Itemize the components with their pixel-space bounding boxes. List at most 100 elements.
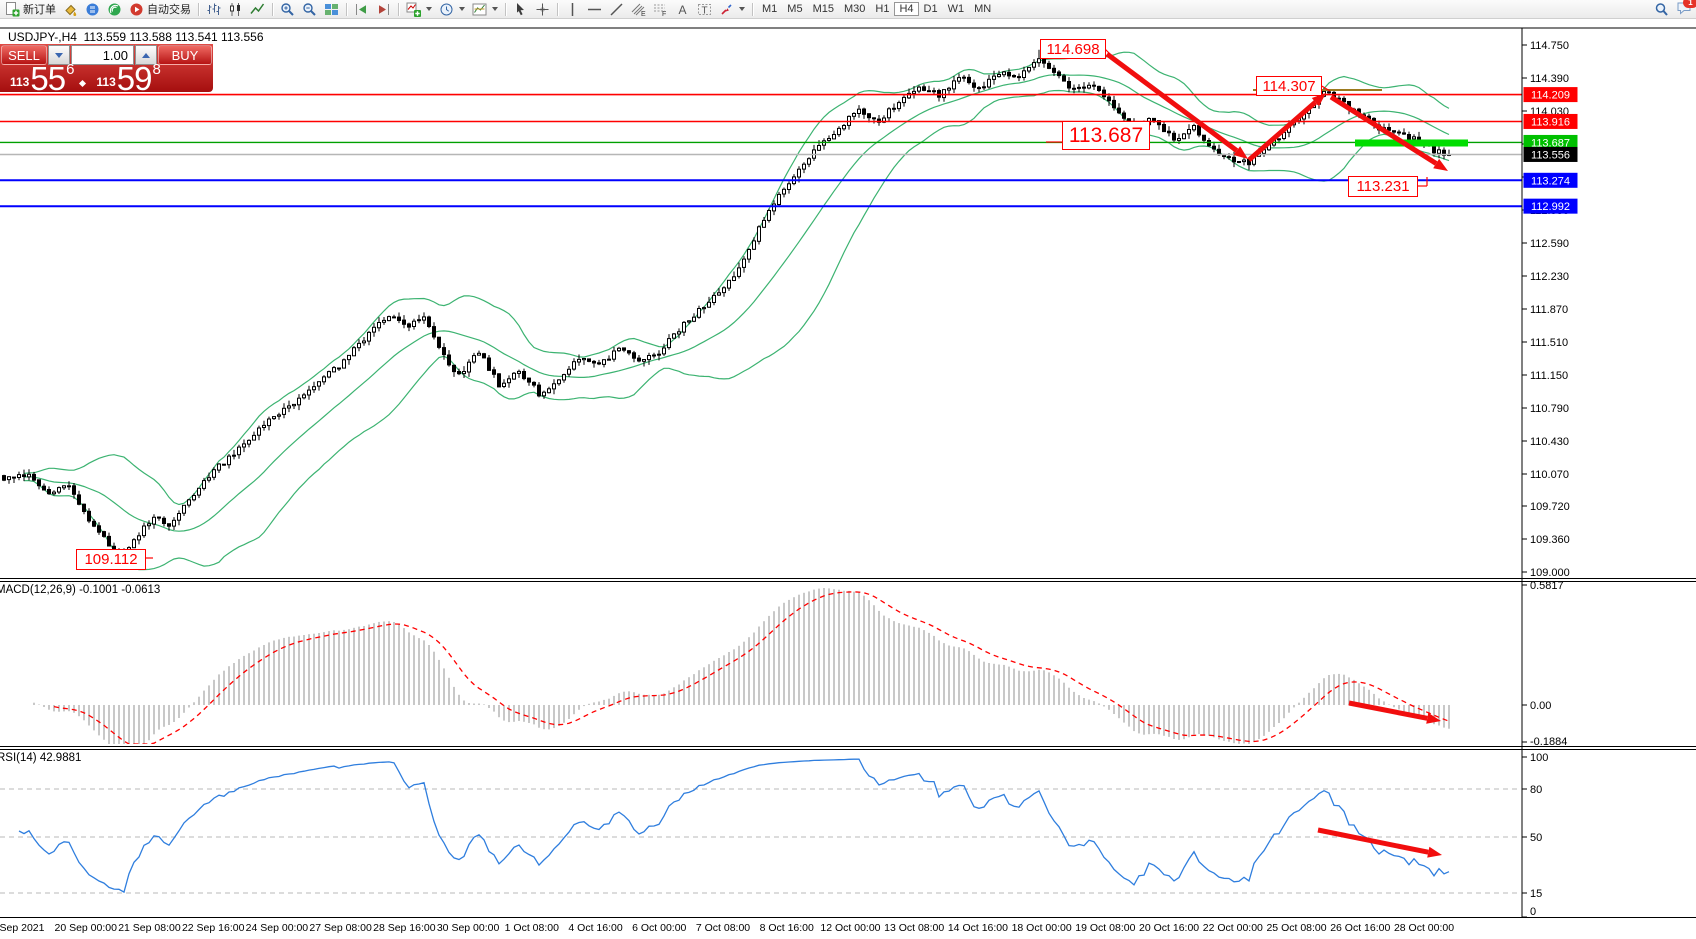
svg-text:80: 80	[1530, 784, 1542, 796]
svg-text:109.360: 109.360	[1530, 534, 1570, 546]
chat-button[interactable]: 1	[1676, 0, 1696, 18]
equidistant-channel-icon: E	[631, 3, 646, 17]
tab-timeframe-m1[interactable]: M1	[762, 3, 778, 15]
svg-text:112.992: 112.992	[1531, 201, 1570, 213]
text-label-tool-button[interactable]: T	[694, 1, 715, 17]
volume-decrease-button[interactable]	[48, 45, 70, 65]
arrows-tool-button[interactable]	[716, 1, 748, 17]
zoom-in-button[interactable]	[277, 1, 298, 17]
sell-button[interactable]: SELL	[1, 45, 47, 65]
svg-text:113.556: 113.556	[1531, 149, 1570, 161]
indicators-button[interactable]	[403, 1, 435, 17]
tab-timeframe-w1[interactable]: W1	[947, 3, 965, 15]
tab-timeframe-m15[interactable]: M15	[812, 3, 834, 15]
svg-text:0: 0	[1530, 906, 1536, 918]
svg-text:113.274: 113.274	[1531, 175, 1570, 187]
paint-bucket-icon	[65, 4, 77, 16]
svg-text:110.790: 110.790	[1530, 403, 1569, 415]
signals-icon	[108, 3, 121, 15]
periods-button[interactable]	[436, 1, 468, 17]
sell-price-quote[interactable]: 113 55 6	[4, 61, 74, 95]
buy-price-pip: 8	[152, 61, 161, 78]
new-order-label: 新订单	[23, 4, 56, 16]
search-icon[interactable]	[1654, 2, 1669, 17]
bar-chart-button[interactable]	[203, 1, 224, 17]
tab-timeframe-h1[interactable]: H1	[875, 3, 890, 15]
cursor-icon	[517, 2, 524, 15]
svg-text:26 Oct 16:00: 26 Oct 16:00	[1330, 922, 1390, 934]
community-button[interactable]	[82, 1, 103, 17]
svg-text:113.687: 113.687	[1531, 137, 1570, 149]
horizontal-line-tool-button[interactable]	[584, 1, 605, 17]
annotation-level-113687[interactable]: 113.687	[1062, 121, 1150, 150]
trendline-tool-button[interactable]	[606, 1, 627, 17]
chart-shift-button[interactable]	[373, 1, 394, 17]
svg-text:8 Oct 16:00: 8 Oct 16:00	[760, 922, 814, 934]
toolbar-separator	[752, 2, 753, 16]
line-chart-button[interactable]	[247, 1, 268, 17]
text-icon: A	[678, 3, 686, 17]
svg-text:20 Oct 16:00: 20 Oct 16:00	[1139, 922, 1199, 934]
volume-increase-button[interactable]	[135, 45, 157, 65]
tab-timeframe-d1[interactable]: D1	[923, 3, 938, 15]
drawn-arrows[interactable]	[144, 47, 1448, 858]
svg-text:28 Sep 16:00: 28 Sep 16:00	[373, 922, 436, 934]
svg-text:-0.1884: -0.1884	[1530, 736, 1567, 748]
tile-windows-icon	[325, 3, 338, 15]
bar-chart-icon	[207, 3, 221, 15]
line-chart-icon	[250, 3, 265, 14]
vertical-line-icon	[571, 2, 574, 16]
buy-button[interactable]: BUY	[158, 45, 212, 65]
auto-scroll-button[interactable]	[351, 1, 372, 17]
svg-text:0.5817: 0.5817	[1530, 580, 1564, 592]
svg-text:F: F	[662, 11, 666, 17]
text-tool-button[interactable]: A	[672, 1, 693, 17]
annotation-low-113231[interactable]: 113.231	[1348, 176, 1418, 197]
channel-tool-button[interactable]: E	[628, 1, 649, 17]
svg-text:111.870: 111.870	[1530, 304, 1568, 316]
text-label-icon: T	[698, 3, 711, 16]
svg-text:22 Sep 16:00: 22 Sep 16:00	[182, 922, 245, 934]
volume-input[interactable]	[71, 45, 134, 65]
timeframe-toolbar: M1 M5 M15 M30 H1 H4 D1 W1 MN	[757, 2, 996, 16]
new-order-icon	[6, 1, 20, 16]
svg-text:111.510: 111.510	[1530, 337, 1568, 349]
buy-price-quote[interactable]: 113 59 8	[90, 61, 161, 95]
crosshair-tool-button[interactable]	[532, 1, 553, 17]
clock-icon	[440, 3, 453, 15]
annotation-swing-114307[interactable]: 114.307	[1256, 76, 1322, 96]
svg-text:25 Oct 08:00: 25 Oct 08:00	[1266, 922, 1326, 934]
svg-text:22 Oct 00:00: 22 Oct 00:00	[1203, 922, 1263, 934]
svg-text:24 Sep 00:00: 24 Sep 00:00	[246, 922, 309, 934]
fibonacci-tool-button[interactable]: F	[650, 1, 671, 17]
vertical-line-tool-button[interactable]	[562, 1, 583, 17]
cursor-tool-button[interactable]	[510, 1, 531, 17]
annotation-high-114698[interactable]: 114.698	[1040, 39, 1106, 59]
tile-windows-button[interactable]	[321, 1, 342, 17]
svg-text:114.750: 114.750	[1530, 40, 1569, 52]
annotation-low-109112[interactable]: 109.112	[76, 549, 146, 570]
svg-text:109.000: 109.000	[1530, 567, 1570, 579]
signals-button[interactable]	[104, 1, 125, 17]
svg-text:27 Sep 08:00: 27 Sep 08:00	[309, 922, 372, 934]
toolbar-separator	[505, 2, 506, 16]
auto-trading-button[interactable]: 自动交易	[126, 1, 194, 17]
new-order-button[interactable]: 新订单	[2, 1, 59, 17]
templates-button[interactable]	[469, 1, 501, 17]
horizontal-levels[interactable]	[0, 89, 1522, 208]
tab-timeframe-m30[interactable]: M30	[843, 3, 866, 15]
tab-timeframe-h4[interactable]: H4	[894, 2, 919, 16]
axes: 114.750114.390114.030113.670113.310112.9…	[0, 27, 1696, 934]
svg-text:112.230: 112.230	[1530, 271, 1569, 283]
toolbar-separator	[398, 2, 399, 16]
svg-text:100: 100	[1530, 752, 1548, 764]
tab-timeframe-m5[interactable]: M5	[787, 3, 803, 15]
candlestick-chart-button[interactable]	[225, 1, 246, 17]
svg-text:15: 15	[1530, 888, 1542, 900]
svg-text:6 Oct 00:00: 6 Oct 00:00	[632, 922, 686, 934]
tab-timeframe-mn[interactable]: MN	[974, 3, 992, 15]
styler-button[interactable]	[60, 1, 81, 17]
zoom-out-button[interactable]	[299, 1, 320, 17]
macd-panel	[33, 588, 1450, 744]
